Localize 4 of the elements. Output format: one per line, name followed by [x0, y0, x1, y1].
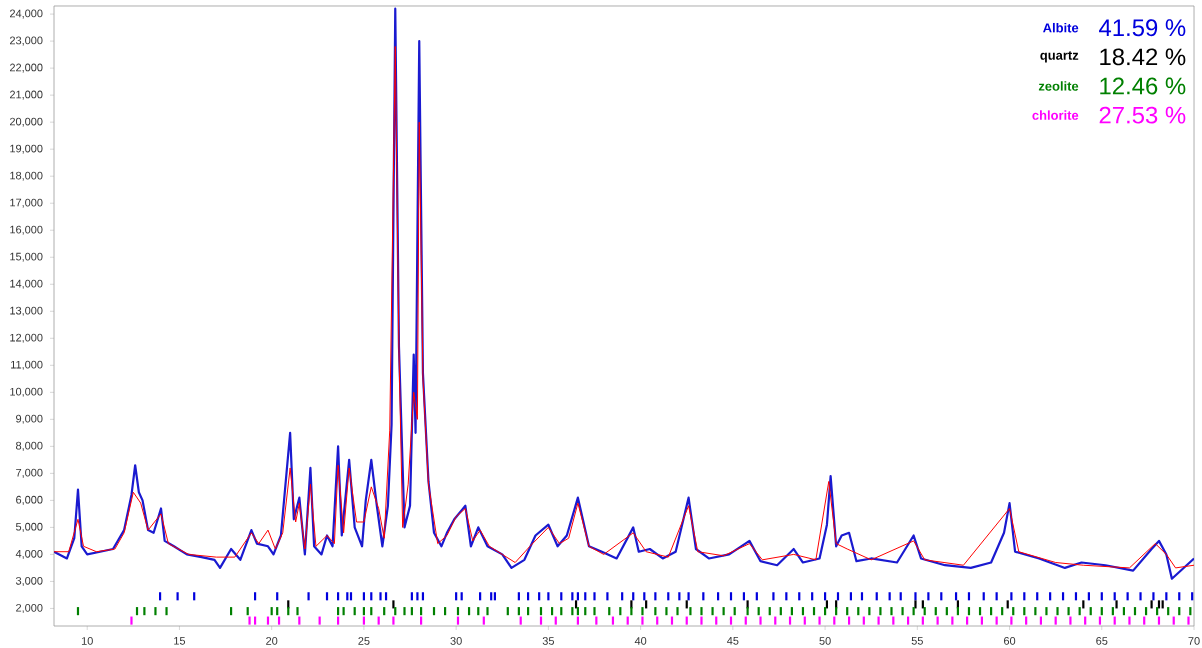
annotation: 41.59 % [1099, 19, 1186, 37]
annotation: 27.53 % [1099, 106, 1186, 124]
annotation: 12.46 % [1100, 77, 1186, 95]
annotation: 18.42 % [1100, 48, 1186, 66]
